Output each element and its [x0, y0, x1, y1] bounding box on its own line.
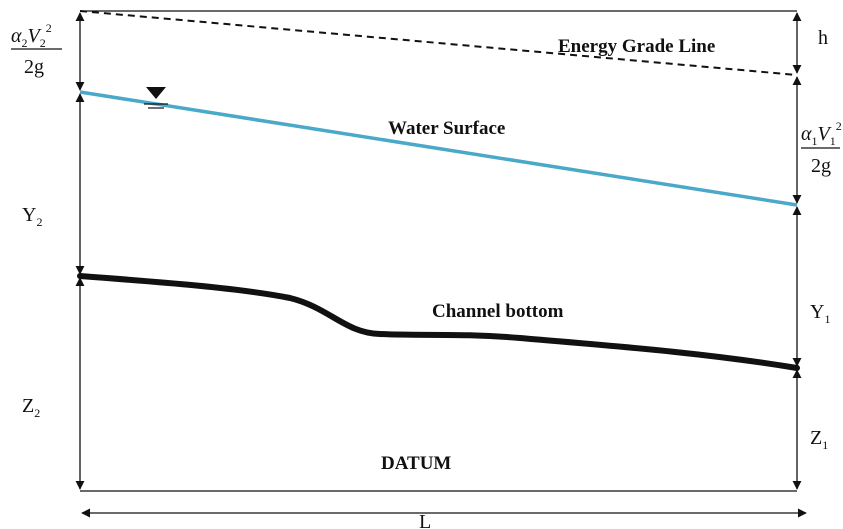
svg-text:α2V22: α2V22: [11, 21, 52, 50]
right-2g-denominator: 2g: [811, 155, 831, 177]
alpha2-subscript: 2: [22, 36, 28, 50]
head-loss-label: h: [818, 27, 828, 49]
water-surface-symbol-icon: [144, 87, 168, 109]
water-surface-label: Water Surface: [388, 118, 505, 139]
y2-label: Y2: [22, 204, 42, 229]
v2-superscript: 2: [46, 21, 52, 35]
length-label: L: [419, 511, 431, 529]
energy-grade-line-label: Energy Grade Line: [558, 36, 715, 57]
svg-text:α1V12: α1V12: [801, 119, 842, 148]
alpha1-symbol: α: [801, 123, 812, 145]
datum-label: DATUM: [381, 453, 451, 474]
v2-subscript: 2: [40, 36, 46, 50]
v1-subscript: 1: [830, 134, 836, 148]
right-velocity-head-formula: α1V12 2g: [801, 119, 842, 177]
channel-bottom-label: Channel bottom: [432, 301, 564, 322]
alpha1-subscript: 1: [812, 134, 818, 148]
z1-label: Z1: [810, 427, 828, 452]
left-2g-denominator: 2g: [24, 56, 44, 78]
v2-symbol: V: [28, 25, 43, 47]
channel-bottom-line: [77, 273, 800, 371]
z2-label: Z2: [22, 395, 40, 420]
v1-symbol: V: [818, 123, 833, 145]
y1-label: Y1: [810, 301, 830, 326]
water-surface-line: [79, 90, 798, 207]
left-velocity-head-formula: α2V22 2g: [11, 21, 62, 78]
alpha2-symbol: α: [11, 25, 22, 47]
v1-superscript: 2: [836, 119, 842, 133]
